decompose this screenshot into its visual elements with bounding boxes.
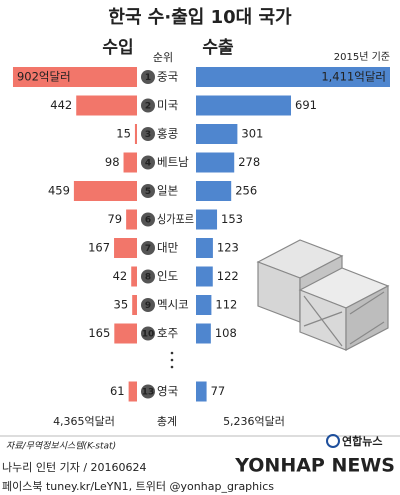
rank-badge [141, 241, 155, 255]
import-bar [114, 238, 137, 258]
export-bar [196, 381, 207, 402]
category-label: 홍콩 [157, 127, 178, 141]
import-bar [134, 124, 137, 144]
import-value-label: 442 [50, 98, 72, 112]
import-value-label: 61 [110, 384, 125, 398]
rank-number: 6 [145, 216, 151, 226]
rank-badge [141, 98, 155, 113]
category-label: 호주 [157, 326, 178, 340]
export-value-label: 278 [238, 155, 260, 169]
import-value-label: 165 [88, 326, 110, 340]
import-bar [126, 209, 137, 230]
export-value-label: 301 [241, 127, 263, 141]
export-value-label: 1,411억달러 [321, 70, 386, 84]
rank-badge [141, 269, 155, 284]
import-value-label: 79 [107, 212, 122, 226]
export-value-label: 122 [217, 269, 239, 283]
export-bar [196, 238, 213, 258]
export-bar [196, 95, 292, 116]
category-label: 멕시코 [157, 298, 189, 312]
export-total: 5,236억달러 [223, 415, 285, 428]
rank-header: 순위 [153, 51, 173, 64]
note: 2015년 기준 [334, 51, 390, 63]
logo-icon [326, 434, 340, 448]
export-bar [196, 209, 218, 230]
rank-number: 13 [142, 388, 155, 398]
category-label: 일본 [157, 184, 178, 198]
logo: 연합뉴스 [342, 434, 382, 448]
category-label: 싱가포르 [157, 212, 194, 226]
import-value-label: 902억달러 [17, 70, 71, 84]
import-bar [73, 181, 137, 201]
export-value-label: 123 [217, 241, 239, 255]
export-value-label: 77 [211, 384, 226, 398]
rank-badge [141, 212, 155, 227]
legend-import: 수입 [102, 38, 133, 58]
import-value-label: 98 [105, 155, 120, 169]
byline: 나누리 인턴 기자 / 20160624 [2, 461, 147, 474]
legend-export: 수출 [202, 38, 234, 58]
import-total: 4,365억달러 [53, 415, 115, 428]
export-value-label: 691 [295, 98, 317, 112]
import-bar [114, 323, 137, 344]
import-bar [132, 295, 137, 315]
rank-number: 8 [145, 273, 151, 283]
export-value-label: 153 [221, 212, 243, 226]
import-value-label: 35 [114, 298, 129, 312]
rank-number: 3 [145, 130, 151, 140]
chart-title: 한국 수·출입 10대 국가 [108, 6, 292, 28]
export-bar [196, 266, 213, 287]
ellipsis [170, 351, 174, 369]
rank-badge [141, 70, 155, 84]
category-label: 베트남 [157, 155, 189, 169]
import-value-label: 42 [113, 269, 128, 283]
rank-number: 4 [145, 159, 151, 169]
source: 자료/무역정보시스템(K-stat) [6, 441, 116, 452]
export-bar [196, 181, 232, 201]
category-label: 미국 [157, 98, 178, 112]
rank-number: 5 [145, 187, 151, 197]
rank-badge [141, 184, 155, 198]
category-label: 중국 [157, 70, 178, 84]
social: 페이스북 tuney.kr/LeYN1, 트위터 @yonhap_graphic… [2, 480, 274, 493]
rank-number: 7 [145, 244, 151, 254]
rank-number: 10 [142, 330, 155, 340]
category-label: 인도 [157, 269, 178, 283]
export-bar [196, 295, 212, 315]
import-value-label: 459 [48, 184, 70, 198]
total-label: 총계 [157, 415, 177, 428]
export-bar [196, 67, 390, 87]
export-bar [196, 124, 238, 144]
rank-number: 1 [145, 73, 151, 83]
import-bar [123, 152, 137, 173]
rank-number: 9 [145, 301, 151, 311]
rank-badge [141, 326, 155, 341]
export-value-label: 256 [235, 184, 257, 198]
rank-badge [141, 155, 155, 170]
rank-badge [141, 384, 155, 399]
rank-badge [141, 127, 155, 141]
import-bar [128, 381, 137, 402]
import-bar [76, 95, 137, 116]
export-bar [196, 152, 235, 173]
category-label: 대만 [157, 241, 179, 255]
watermark: YONHAP NEWS [234, 455, 395, 477]
rank-badge [141, 298, 155, 312]
rank-number: 2 [145, 102, 151, 112]
import-value-label: 167 [88, 241, 110, 255]
crate-illustration [256, 239, 390, 351]
category-label: 영국 [157, 384, 178, 398]
import-bar [131, 266, 137, 287]
export-bar [196, 323, 211, 344]
export-value-label: 108 [215, 326, 237, 340]
export-value-label: 112 [215, 298, 237, 312]
import-value-label: 15 [116, 127, 131, 141]
import-bar [12, 67, 138, 87]
